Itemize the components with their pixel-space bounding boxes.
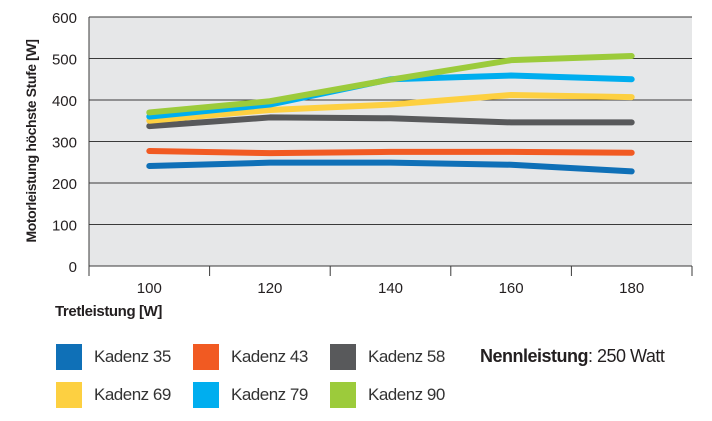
legend-item: Kadenz 58 [330,344,445,370]
legend-swatch [193,382,219,408]
legend-item: Kadenz 69 [56,382,171,408]
series-line-kadenz-69 [146,92,635,124]
x-tick-label: 140 [378,280,403,297]
legend-swatch [56,344,82,370]
y-tick-label: 0 [69,259,77,276]
y-tick-label: 200 [52,176,77,193]
legend-label: Kadenz 79 [231,385,308,404]
x-tick-label: 120 [257,280,282,297]
y-tick-label: 300 [52,135,77,152]
series-line-kadenz-58 [146,114,635,130]
series-line-kadenz-35 [146,159,635,175]
series-line-kadenz-43 [146,148,635,157]
y-tick-label: 600 [52,10,77,27]
x-tick-label: 160 [499,280,524,297]
y-axis-title: Motorleistung höchste Stufe [W] [23,39,39,243]
rated-power-label: Nennleistung [480,346,589,366]
series-line-kadenz-90 [146,53,635,116]
x-tick-label: 100 [137,280,162,297]
x-axis-title: Tretleistung [W] [55,303,162,320]
legend-item: Kadenz 79 [193,382,308,408]
legend-swatch [330,382,356,408]
y-tick-label: 100 [52,218,77,235]
y-tick-label: 400 [52,93,77,110]
legend-label: Kadenz 69 [94,385,171,404]
legend-item: Kadenz 35 [56,344,171,370]
rated-power-note: Nennleistung: 250 Watt [480,346,665,367]
legend-label: Kadenz 35 [94,347,171,366]
legend-item: Kadenz 43 [193,344,308,370]
legend-swatch [330,344,356,370]
legend-swatch [56,382,82,408]
legend-item: Kadenz 90 [330,382,445,408]
legend-label: Kadenz 90 [368,385,445,404]
legend-swatch [193,344,219,370]
y-tick-label: 500 [52,52,77,69]
line-chart: 0 100 200 300 400 500 600 100 120 140 160 180 [52,10,693,297]
rated-power-value: : 250 Watt [588,346,665,366]
legend-label: Kadenz 58 [368,347,445,366]
legend-label: Kadenz 43 [231,347,308,366]
x-tick-label: 180 [619,280,644,297]
